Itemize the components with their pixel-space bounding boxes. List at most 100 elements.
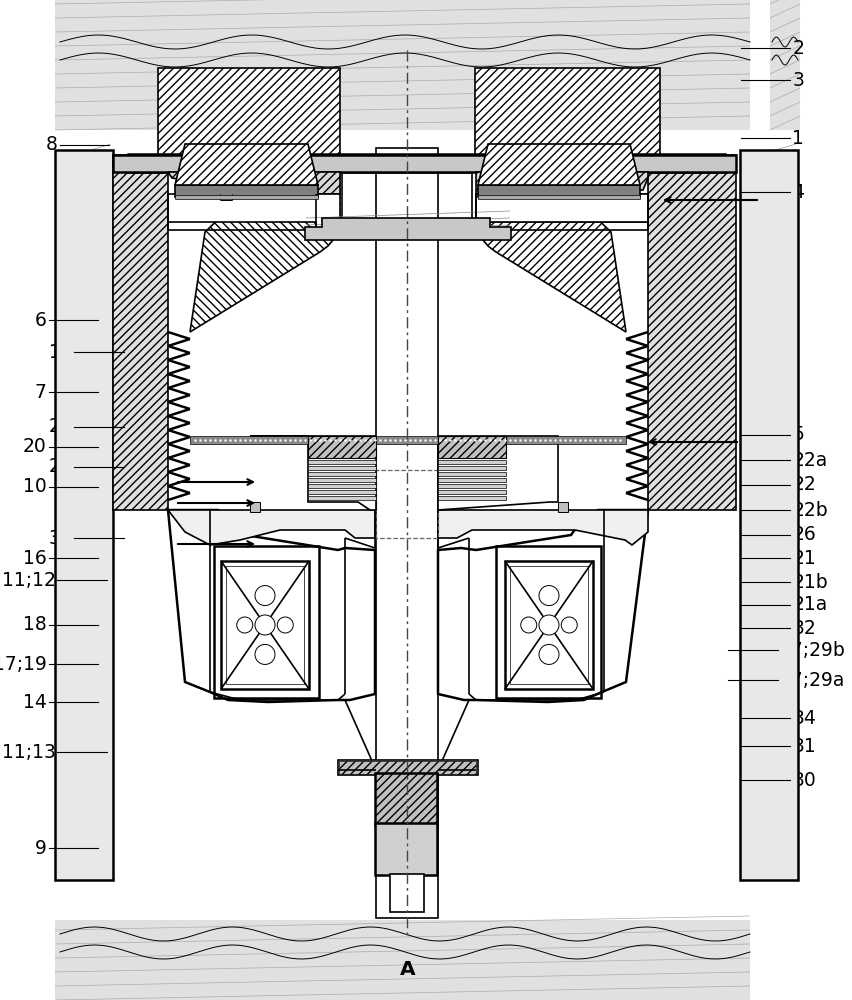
Polygon shape (438, 436, 506, 458)
Bar (478, 195, 640, 199)
Text: 21b: 21b (792, 572, 828, 591)
Text: 28: 28 (49, 458, 72, 477)
Text: 27;29a: 27;29a (780, 670, 845, 690)
Bar (472, 170, 498, 232)
Polygon shape (308, 436, 376, 458)
Bar (438, 478, 506, 482)
Bar (316, 170, 342, 232)
Polygon shape (168, 510, 375, 702)
Text: 34: 34 (792, 708, 816, 728)
Text: 6: 6 (35, 310, 47, 330)
Text: 4: 4 (792, 182, 804, 202)
Polygon shape (476, 194, 648, 230)
Bar (308, 496, 376, 500)
Text: 16: 16 (23, 548, 47, 568)
Polygon shape (250, 436, 376, 510)
Polygon shape (168, 172, 340, 194)
Bar (226, 566, 304, 684)
Polygon shape (476, 194, 648, 222)
Text: 27;29b: 27;29b (780, 641, 845, 660)
Bar (338, 760, 478, 775)
Circle shape (277, 617, 293, 633)
Polygon shape (190, 200, 338, 332)
Circle shape (561, 617, 578, 633)
Text: 22b: 22b (792, 500, 828, 520)
Bar (308, 472, 376, 476)
Bar (375, 773, 437, 825)
Bar (438, 460, 506, 464)
Text: 30: 30 (792, 770, 816, 790)
Bar (308, 460, 376, 464)
Text: 5: 5 (792, 426, 804, 444)
Bar (376, 148, 438, 918)
Bar (308, 453, 376, 458)
Text: 2: 2 (792, 38, 804, 57)
Circle shape (255, 586, 275, 606)
Text: 11;13: 11;13 (2, 742, 55, 762)
Polygon shape (305, 218, 511, 240)
Circle shape (521, 617, 537, 633)
Bar (128, 154, 725, 172)
Text: 17;19: 17;19 (0, 654, 47, 674)
Bar (308, 484, 376, 488)
Text: 21a: 21a (792, 595, 827, 614)
Bar (308, 466, 376, 470)
Polygon shape (476, 172, 648, 194)
Text: 1: 1 (792, 128, 804, 147)
Circle shape (255, 615, 275, 635)
Bar (770, 0, 800, 130)
Bar (740, 150, 798, 880)
Text: 22: 22 (792, 476, 816, 494)
Polygon shape (339, 761, 476, 774)
Bar (113, 155, 736, 172)
Bar (390, 874, 424, 912)
Text: 7: 7 (35, 382, 47, 401)
Text: 8: 8 (46, 135, 58, 154)
Bar (221, 561, 309, 689)
Bar (175, 195, 318, 199)
Polygon shape (478, 200, 626, 332)
Text: 10: 10 (23, 478, 47, 496)
Bar (55, 0, 750, 130)
Polygon shape (478, 144, 640, 185)
Polygon shape (175, 185, 318, 197)
Text: 22a: 22a (792, 450, 827, 470)
Bar (214, 546, 319, 698)
Polygon shape (475, 68, 660, 155)
Bar (55, 150, 113, 880)
Polygon shape (438, 436, 558, 510)
Text: 15: 15 (49, 342, 72, 361)
Bar (558, 502, 568, 512)
Text: 26: 26 (792, 526, 816, 544)
Polygon shape (478, 185, 640, 197)
Bar (250, 502, 260, 512)
Bar (505, 561, 593, 689)
Bar (438, 496, 506, 500)
Polygon shape (438, 510, 648, 545)
Bar (438, 466, 506, 470)
Bar (438, 472, 506, 476)
Text: 33: 33 (49, 528, 72, 548)
Text: 32: 32 (792, 618, 816, 638)
Circle shape (255, 644, 275, 664)
Bar (308, 478, 376, 482)
Bar (190, 436, 626, 444)
Text: 31: 31 (792, 736, 816, 756)
Polygon shape (648, 155, 736, 510)
Bar (55, 920, 750, 1000)
Bar (510, 566, 588, 684)
Circle shape (539, 644, 559, 664)
Text: 3: 3 (792, 70, 804, 90)
Text: 24: 24 (49, 418, 72, 436)
Polygon shape (175, 144, 318, 185)
Text: 20: 20 (23, 438, 47, 456)
Polygon shape (158, 68, 340, 155)
Bar (496, 546, 601, 698)
Text: 11;12: 11;12 (2, 570, 55, 589)
Polygon shape (113, 155, 168, 510)
Bar (438, 484, 506, 488)
Polygon shape (438, 510, 648, 702)
Polygon shape (168, 510, 375, 545)
Text: 21: 21 (792, 548, 816, 568)
Circle shape (237, 617, 253, 633)
